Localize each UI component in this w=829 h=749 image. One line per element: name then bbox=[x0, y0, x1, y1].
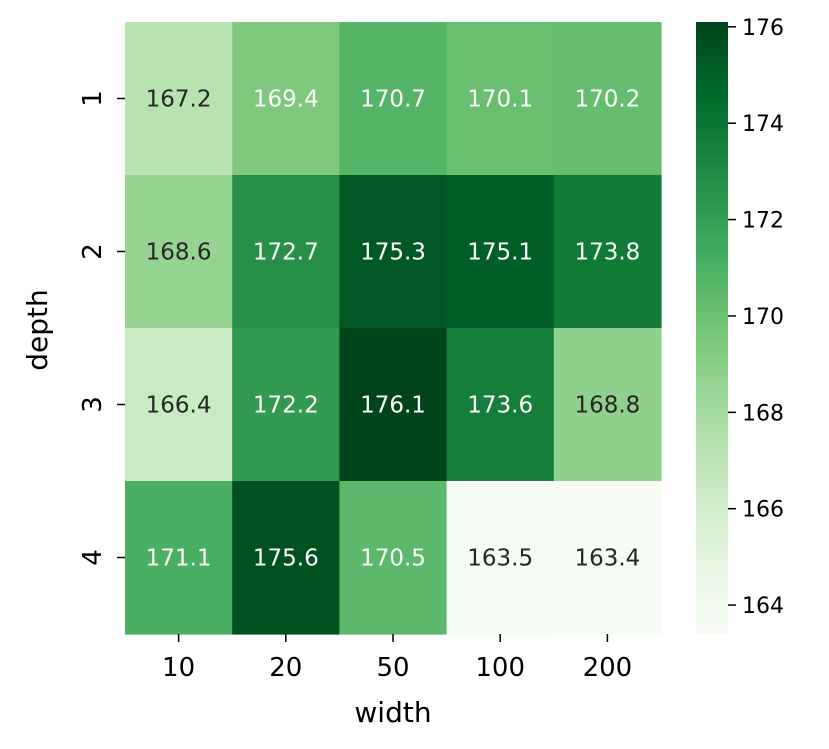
cell-value-label: 167.2 bbox=[146, 87, 212, 113]
y-tick-label: 1 bbox=[78, 90, 108, 107]
cell-value-label: 170.2 bbox=[574, 87, 640, 113]
heatmap-cell bbox=[553, 328, 662, 482]
cell-value-label: 175.6 bbox=[253, 546, 319, 572]
heatmap-cell bbox=[232, 175, 340, 329]
cell-value-label: 170.1 bbox=[467, 87, 533, 113]
colorbar-tick-label: 166 bbox=[742, 498, 784, 523]
heatmap-cells bbox=[125, 22, 662, 635]
heatmap-cell bbox=[232, 481, 340, 635]
cell-value-label: 173.6 bbox=[467, 393, 533, 419]
heatmap-cell bbox=[339, 328, 448, 482]
x-tick-label: 200 bbox=[583, 653, 633, 683]
heatmap-cell bbox=[125, 22, 233, 176]
cell-value-label: 173.8 bbox=[574, 240, 640, 266]
cell-value-label: 175.3 bbox=[360, 240, 426, 266]
cell-annotations: 167.2 169.4 170.7 170.1 170.2 168.6 172.7 175.3… bbox=[146, 87, 641, 572]
cell-value-label: 172.2 bbox=[253, 393, 319, 419]
cell-value-label: 163.5 bbox=[467, 546, 533, 572]
x-tick-label: 100 bbox=[475, 653, 525, 683]
x-tick-label: 20 bbox=[269, 653, 302, 683]
heatmap-cell bbox=[446, 22, 555, 176]
colorbar-tick-label: 172 bbox=[742, 209, 784, 234]
heatmap-cell bbox=[125, 175, 233, 329]
heatmap-cell bbox=[553, 175, 662, 329]
x-axis-label: width bbox=[354, 696, 431, 729]
heatmap-cell bbox=[339, 481, 448, 635]
y-axis-ticks: 1 2 3 4 bbox=[78, 90, 125, 566]
cell-value-label: 168.8 bbox=[574, 393, 640, 419]
x-tick-label: 50 bbox=[376, 653, 409, 683]
cell-value-label: 176.1 bbox=[360, 393, 426, 419]
heatmap-cell bbox=[125, 481, 233, 635]
colorbar-tick-label: 174 bbox=[742, 112, 784, 137]
heatmap-cell bbox=[232, 22, 340, 176]
y-tick-label: 3 bbox=[78, 396, 108, 413]
heatmap-cell bbox=[339, 22, 448, 176]
y-tick-label: 2 bbox=[78, 243, 108, 260]
colorbar-tick-label: 176 bbox=[742, 16, 784, 41]
cell-value-label: 166.4 bbox=[146, 393, 212, 419]
colorbar-tick-label: 168 bbox=[742, 401, 784, 426]
heatmap-cell bbox=[232, 328, 340, 482]
cell-value-label: 170.5 bbox=[360, 546, 426, 572]
heatmap-cell bbox=[446, 481, 555, 635]
x-tick-label: 10 bbox=[162, 653, 195, 683]
cell-value-label: 170.7 bbox=[360, 87, 426, 113]
heatmap-cell bbox=[339, 175, 448, 329]
heatmap-cell bbox=[553, 22, 662, 176]
cell-value-label: 168.6 bbox=[146, 240, 212, 266]
colorbar-ticks: 164 166 168 170 172 174 176 bbox=[728, 16, 784, 619]
cell-value-label: 172.7 bbox=[253, 240, 319, 266]
colorbar bbox=[696, 22, 728, 634]
cell-value-label: 163.4 bbox=[574, 546, 640, 572]
cell-value-label: 169.4 bbox=[253, 87, 319, 113]
y-tick-label: 4 bbox=[78, 549, 108, 566]
heatmap-cell bbox=[446, 175, 555, 329]
cell-value-label: 171.1 bbox=[146, 546, 212, 572]
colorbar-tick-label: 164 bbox=[742, 594, 784, 619]
cell-value-label: 175.1 bbox=[467, 240, 533, 266]
y-axis-label: depth bbox=[21, 289, 54, 371]
heatmap-cell bbox=[125, 328, 233, 482]
heatmap-cell bbox=[553, 481, 662, 635]
x-axis-ticks: 10 20 50 100 200 bbox=[162, 634, 632, 683]
colorbar-tick-label: 170 bbox=[742, 305, 784, 330]
heatmap-cell bbox=[446, 328, 555, 482]
